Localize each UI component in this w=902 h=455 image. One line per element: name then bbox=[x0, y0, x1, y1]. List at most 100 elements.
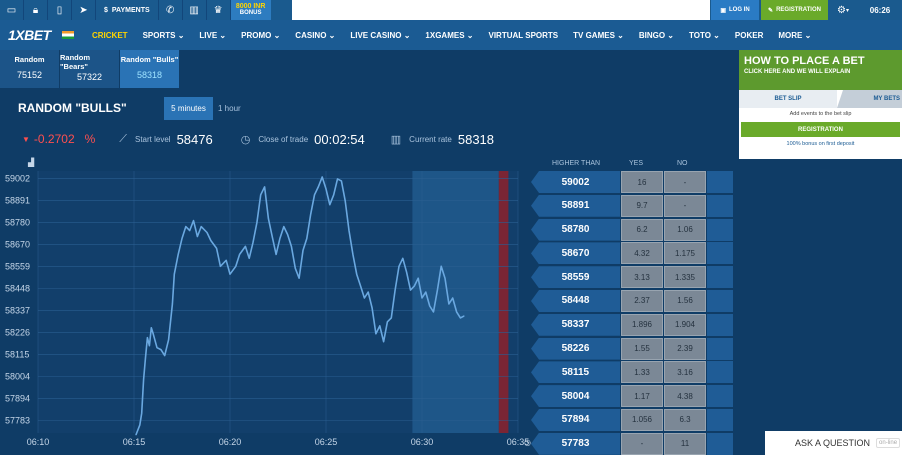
ladder-price: 58780 bbox=[531, 218, 620, 241]
nav-item-poker[interactable]: POKER bbox=[735, 31, 763, 40]
ladder-row-end bbox=[707, 266, 733, 289]
no-odds-button[interactable]: 3.16 bbox=[664, 361, 706, 384]
yes-odds-button[interactable]: 4.32 bbox=[621, 242, 663, 265]
yes-odds-button[interactable]: 2.37 bbox=[621, 289, 663, 312]
current-rate-label: Current rate bbox=[409, 134, 452, 144]
stats-icon[interactable]: ▥ bbox=[183, 0, 207, 20]
price-point bbox=[429, 305, 431, 307]
ask-question-button[interactable]: ASK A QUESTION on-line bbox=[765, 431, 902, 455]
duration-1-hour-button[interactable]: 1 hour bbox=[218, 104, 241, 113]
tab-value: 58318 bbox=[136, 70, 163, 80]
price-point bbox=[310, 214, 311, 216]
trophy-icon[interactable]: ♛ bbox=[207, 0, 231, 20]
tab-name: Random "Bulls" bbox=[120, 55, 179, 64]
mobile-icon[interactable]: ▯ bbox=[48, 0, 72, 20]
yes-odds-button[interactable]: 9.7 bbox=[621, 194, 663, 217]
yes-odds-button[interactable]: 1.33 bbox=[621, 361, 663, 384]
india-flag-icon[interactable] bbox=[62, 31, 74, 39]
tab-bet-slip[interactable]: BET SLIP bbox=[739, 90, 837, 108]
yes-odds-button[interactable]: - bbox=[621, 432, 663, 455]
gear-icon[interactable]: ⚙ ▾ bbox=[837, 4, 849, 16]
no-header: NO bbox=[677, 160, 688, 167]
price-point bbox=[360, 285, 361, 287]
price-point bbox=[390, 317, 392, 319]
price-point bbox=[329, 204, 331, 206]
close-marker bbox=[498, 171, 509, 433]
no-odds-button[interactable]: 11 bbox=[664, 432, 706, 455]
no-odds-button[interactable]: 1.56 bbox=[664, 289, 706, 312]
logo[interactable]: 1XBET bbox=[0, 27, 70, 43]
no-odds-button[interactable]: - bbox=[664, 171, 706, 193]
registration-button[interactable]: ✎ REGISTRATION bbox=[761, 0, 828, 20]
howto-title: HOW TO PLACE A BET bbox=[744, 55, 865, 67]
nav-item-toto[interactable]: TOTO ⌄ bbox=[689, 31, 720, 40]
nav-item-tv-games[interactable]: TV GAMES ⌄ bbox=[573, 31, 624, 40]
nav-item-1xgames[interactable]: 1XGAMES ⌄ bbox=[425, 31, 473, 40]
nav-item-casino[interactable]: CASINO ⌄ bbox=[295, 31, 335, 40]
telegram-icon[interactable]: ➤ bbox=[72, 0, 96, 20]
desktop-icon[interactable]: ▭ bbox=[0, 0, 24, 20]
price-point bbox=[143, 379, 145, 380]
chevron-down-icon: ⌄ bbox=[326, 30, 336, 40]
how-to-place-bet-banner[interactable]: HOW TO PLACE A BET CLICK HERE AND WE WIL… bbox=[739, 50, 902, 90]
ladder-row-end bbox=[707, 432, 733, 455]
nav-item-more[interactable]: MORE ⌄ bbox=[778, 31, 811, 40]
duration-5-minutes-button[interactable]: 5 minutes bbox=[164, 97, 213, 120]
price-point bbox=[139, 424, 141, 426]
yes-odds-button[interactable]: 1.056 bbox=[621, 408, 663, 431]
ladder-price: 58337 bbox=[531, 313, 620, 336]
no-odds-button[interactable]: - bbox=[664, 194, 706, 217]
bet-slip-tabs: BET SLIP MY BETS bbox=[739, 90, 902, 108]
tab-random[interactable]: Random 75152 bbox=[0, 50, 59, 88]
ladder-row: 58004 1.17 4.38 bbox=[531, 385, 733, 408]
phone-icon[interactable]: ✆ bbox=[159, 0, 183, 20]
nav-item-bingo[interactable]: BINGO ⌄ bbox=[639, 31, 674, 40]
nav-item-live-casino[interactable]: LIVE CASINO ⌄ bbox=[350, 31, 410, 40]
yes-odds-button[interactable]: 3.13 bbox=[621, 266, 663, 289]
no-odds-button[interactable]: 1.335 bbox=[664, 266, 706, 289]
nav-item-label: 1XGAMES bbox=[425, 30, 465, 40]
price-point bbox=[291, 246, 292, 247]
lock-icon[interactable]: 🔒︎ bbox=[24, 0, 48, 20]
yes-odds-button[interactable]: 6.2 bbox=[621, 218, 663, 241]
start-level-label: Start level bbox=[135, 134, 171, 144]
no-odds-button[interactable]: 4.38 bbox=[664, 385, 706, 408]
slip-registration-button[interactable]: REGISTRATION bbox=[741, 122, 900, 137]
change-value: -0.2702 bbox=[33, 132, 75, 146]
yes-odds-button[interactable]: 16 bbox=[621, 171, 663, 193]
price-point bbox=[440, 265, 442, 267]
no-odds-button[interactable]: 1.904 bbox=[664, 313, 706, 336]
price-point bbox=[463, 315, 465, 317]
nav-item-sports[interactable]: SPORTS ⌄ bbox=[143, 31, 185, 40]
nav-item-cricket[interactable]: CRICKET bbox=[92, 31, 128, 40]
ladder-price: 57783 bbox=[531, 432, 620, 455]
no-odds-button[interactable]: 1.06 bbox=[664, 218, 706, 241]
future-region bbox=[412, 171, 499, 433]
registration-icon: ✎ bbox=[768, 7, 774, 14]
nav-item-promo[interactable]: PROMO ⌄ bbox=[241, 31, 280, 40]
yes-odds-button[interactable]: 1.55 bbox=[621, 337, 663, 360]
no-odds-button[interactable]: 6.3 bbox=[664, 408, 706, 431]
yes-odds-button[interactable]: 1.896 bbox=[621, 313, 663, 336]
no-odds-button[interactable]: 2.39 bbox=[664, 337, 706, 360]
login-button[interactable]: ▣ LOG IN bbox=[711, 0, 759, 20]
stats-bar: ▼ -0.2702 % ⟋ Start level 58476 ◷ Close … bbox=[0, 128, 535, 150]
no-odds-button[interactable]: 1.175 bbox=[664, 242, 706, 265]
ladder-row: 57783-11 bbox=[531, 432, 733, 455]
y-tick-label: 57783 bbox=[5, 415, 30, 425]
payments-button[interactable]: $ PAYMENTS bbox=[96, 0, 159, 20]
yes-odds-button[interactable]: 1.17 bbox=[621, 385, 663, 408]
nav-item-live[interactable]: LIVE ⌄ bbox=[199, 31, 226, 40]
ladder-row-end bbox=[707, 242, 733, 265]
topbar-blank-area bbox=[292, 0, 710, 20]
tab-random-bulls[interactable]: Random "Bulls" 58318 bbox=[120, 50, 179, 88]
odds-ladder: 59002 16-58891 9.7-58780 6.2 1.06 58670 4.32 1.… bbox=[531, 171, 733, 455]
tab-random-bears[interactable]: Random "Bears" 57322 bbox=[60, 50, 119, 88]
bonus-badge[interactable]: 8000 INR BONUS bbox=[230, 0, 271, 20]
tab-my-bets[interactable]: MY BETS bbox=[837, 90, 902, 108]
nav-item-label: PROMO bbox=[241, 30, 272, 40]
price-point bbox=[321, 176, 323, 178]
nav-item-virtual-sports[interactable]: VIRTUAL SPORTS bbox=[488, 31, 558, 40]
nav-item-label: LIVE bbox=[199, 30, 218, 40]
ladder-row-end bbox=[707, 385, 733, 408]
